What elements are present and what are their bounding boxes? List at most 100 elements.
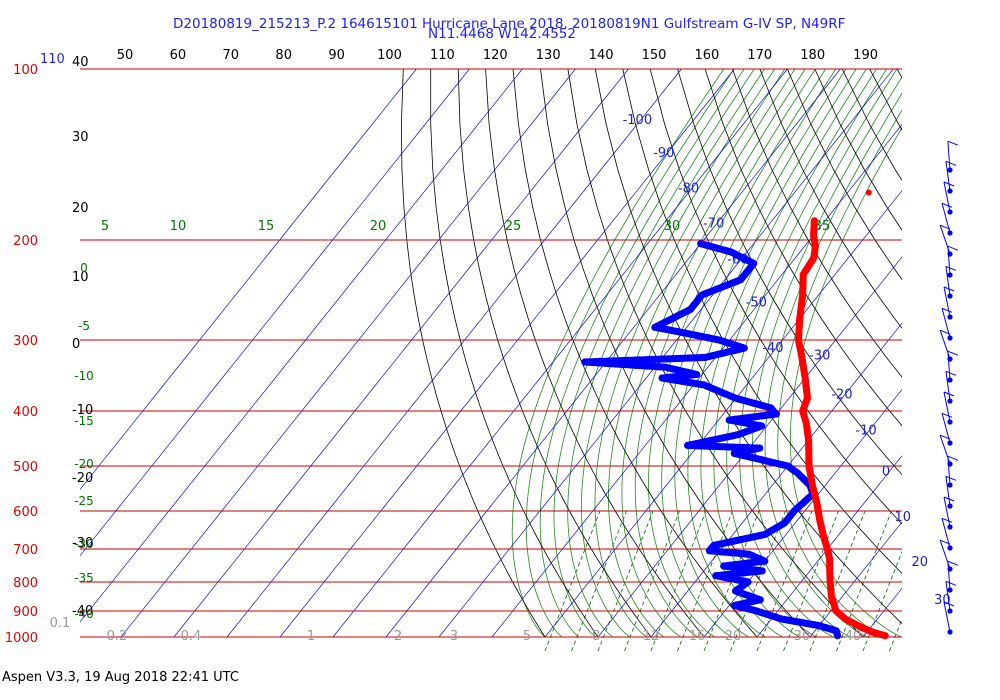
dry-adiabat [540, 69, 811, 638]
top-axis-label: 130 [536, 48, 561, 63]
isotherm-label: -20 [831, 387, 852, 402]
top-axis-label: 150 [642, 48, 667, 63]
wind-barb-flag [945, 370, 957, 376]
wind-barb-dot [947, 188, 953, 194]
moist-adiabat-label: 5 [101, 219, 109, 234]
wind-barb-flag [947, 245, 959, 251]
isotherm-label: -70 [703, 216, 724, 231]
top-axis-label: 50 [117, 48, 134, 63]
theta-e-label: -10 [74, 369, 94, 383]
moist-adiabat [525, 69, 735, 638]
pressure-tick-label: 400 [13, 405, 38, 420]
wind-barb-dot [947, 608, 953, 614]
dry-adiabat [814, 69, 902, 231]
moist-adiabat [511, 69, 725, 638]
wind-barb-staff [947, 246, 951, 276]
top-axis-label: 140 [589, 48, 614, 63]
wind-barb-flag [943, 496, 955, 502]
moist-adiabat-label: 30 [664, 219, 681, 234]
top-axis-label: 100 [377, 48, 402, 63]
mixing-ratio-label: 0.1 [50, 616, 71, 631]
wind-barb-flag [945, 580, 957, 586]
theta-e-label: -15 [74, 414, 94, 428]
wind-barb-flag [939, 539, 951, 545]
wind-barb-flag [943, 181, 955, 187]
theta-e-label: -25 [74, 494, 94, 508]
wind-barb-flag [939, 434, 951, 440]
pressure-tick-label: 800 [13, 576, 38, 591]
moist-adiabat [790, 126, 902, 638]
dry-adiabat [512, 69, 758, 638]
wind-barb-flag [947, 560, 959, 566]
top-axis-label: 190 [853, 48, 878, 63]
wind-barb-flag [947, 455, 959, 461]
wind-barb-flag [941, 307, 953, 313]
left-temp-label: -20 [72, 471, 93, 486]
top-axis-label: 70 [223, 48, 240, 63]
footer-timestamp: Aspen V3.3, 19 Aug 2018 22:41 UTC [2, 670, 239, 685]
temperature-profile-point [881, 632, 889, 640]
top-axis-label: 60 [170, 48, 187, 63]
dry-adiabat [869, 69, 902, 131]
pressure-tick-label: 500 [13, 460, 38, 475]
wind-barb-flag [945, 265, 957, 271]
pressure-tick-label: 200 [13, 234, 38, 249]
mixing-ratio-label: 8 [592, 629, 600, 644]
theta-e-label: -35 [74, 571, 94, 585]
wind-barb-flag [947, 140, 959, 146]
wind-barb-flag [939, 224, 951, 230]
isotherm-label: -90 [653, 146, 674, 161]
moist-adiabat [726, 69, 887, 638]
left-temp-label: -40 [72, 604, 93, 619]
moist-adiabat [539, 69, 745, 638]
left-temp-label: -30 [72, 536, 93, 551]
top-axis-label: 120 [483, 48, 508, 63]
mixing-ratio-label: 0.2 [107, 629, 128, 644]
wind-barb-dot [947, 545, 953, 551]
wind-barb-dot [947, 293, 953, 299]
theta-e-label: -40 [74, 607, 94, 621]
moist-adiabat [752, 76, 902, 638]
dry-adiabat [925, 69, 1000, 637]
wind-barb-staff [947, 141, 951, 171]
mixing-ratio-label: 5 [523, 629, 531, 644]
top-axis-label: 80 [275, 48, 292, 63]
isotherm-line [703, 388, 902, 638]
top-axis-label: 180 [800, 48, 825, 63]
dry-adiabat [759, 69, 902, 329]
wind-barb-dot [947, 629, 953, 635]
wind-barb-staff [945, 476, 951, 507]
left-temp-label: 10 [72, 270, 89, 285]
left-temp-label: 30 [72, 130, 89, 145]
dewpoint-profile-point [833, 632, 842, 640]
wind-barb-staff [943, 601, 951, 633]
wind-barb-staff [943, 286, 951, 318]
left-temp-label: 20 [72, 201, 89, 216]
dry-adiabat [400, 69, 546, 638]
theta-e-label: 0 [80, 261, 88, 275]
moist-adiabat [553, 69, 755, 638]
isotherm-line [597, 256, 902, 638]
moist-adiabat-label: 20 [370, 219, 387, 234]
top-axis-label: 110 [430, 48, 455, 63]
wind-barb-flag [941, 517, 953, 523]
wind-barb-dot [947, 230, 953, 236]
mixing-ratio-label: 40 [845, 629, 862, 644]
diagram-grid [80, 69, 1000, 651]
mixing-ratio-label: 3 [450, 629, 458, 644]
dry-adiabat [732, 69, 902, 378]
wind-barb-dot [947, 167, 953, 173]
isotherm-line [809, 521, 902, 638]
wind-barb-dot [947, 587, 953, 593]
wind-barb-staff [947, 561, 951, 591]
isotherm-line [544, 190, 902, 638]
pressure-tick-label: 300 [13, 334, 38, 349]
temperature-profile [794, 217, 889, 640]
isotherm-label: -10 [855, 423, 876, 438]
theta-e-label: -30 [74, 537, 94, 551]
moist-adiabat [739, 69, 898, 638]
isotherm-line [279, 69, 735, 638]
wind-barb-flag [945, 475, 957, 481]
